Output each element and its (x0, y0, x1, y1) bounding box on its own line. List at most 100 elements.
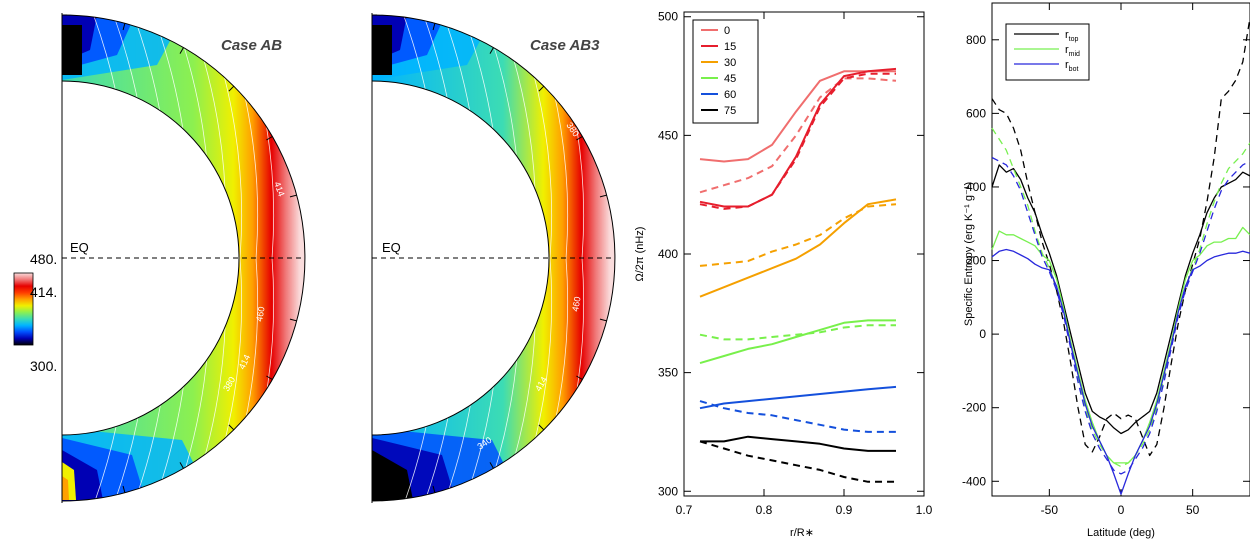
colorbar-mid-label: 414. (30, 284, 57, 300)
y-axis-label: Specific Entropy (erg K⁻¹ g⁻¹) (963, 182, 975, 326)
legend-label: 75 (724, 105, 736, 117)
equator-label-ab: EQ (70, 240, 89, 255)
x-tick-label: 0.8 (756, 503, 773, 517)
y-tick-label: 400 (658, 247, 678, 261)
legend-box (1005, 23, 1090, 81)
polar-core (62, 25, 82, 75)
shell-tick (179, 47, 184, 54)
series-line-15 (699, 67, 897, 208)
shell-tick (289, 194, 297, 198)
shell-case-ab (61, 13, 306, 503)
x-axis-label: r/R∗ (790, 527, 814, 539)
series-line-45 (699, 324, 896, 341)
series-line-75 (699, 440, 896, 483)
shell-tick (266, 136, 273, 141)
contour-label: 340 (208, 488, 225, 506)
shell-tick (266, 375, 273, 380)
series-line-0 (699, 70, 896, 163)
shell-inner-edge (371, 80, 550, 436)
y-tick-label: 300 (658, 484, 678, 498)
panel-specific-entropy: -50 0 50 -400 -200 0 200 400 600 800 rtoprmidrbot… (962, 2, 1250, 539)
y-tick-label: 800 (966, 33, 986, 47)
colorbar-min-label: 300. (30, 358, 57, 374)
x-tick-label: 1.0 (916, 503, 933, 517)
x-tick-label: 0.9 (836, 503, 853, 517)
series-line-30 (699, 203, 897, 267)
x-tick-label: 50 (1186, 503, 1200, 517)
series-lines (991, 17, 1250, 495)
y-tick-label: 200 (966, 254, 986, 268)
x-tick-label: -50 (1041, 503, 1059, 517)
contour-label: 414 (272, 180, 287, 198)
shell-tick (122, 23, 126, 31)
polar-core (372, 25, 392, 75)
series-lines (699, 67, 897, 483)
series-line-r_bot (991, 156, 1250, 475)
y-tick-label: 600 (966, 106, 986, 120)
series-line-60 (699, 400, 896, 433)
shell-tick (489, 47, 494, 54)
series-line-r_bot (991, 248, 1250, 495)
shell-tick (538, 424, 545, 431)
y-tick-label: -200 (962, 401, 986, 415)
shell-outer-edge (371, 14, 616, 502)
y-tick-label: 350 (658, 366, 678, 380)
series-line-r_top (991, 17, 1250, 457)
shell-fill-group (372, 15, 615, 501)
y-tick-label: 400 (966, 180, 986, 194)
series-line-r_mid (991, 226, 1250, 464)
shell-tick (489, 462, 494, 469)
shell-case-ab3 (371, 13, 616, 503)
x-axis-label: Latitude (deg) (1087, 527, 1155, 539)
shell-fill-group (62, 15, 305, 501)
case-ab3-title: Case AB3 (530, 37, 600, 54)
polar-band (62, 450, 107, 501)
shell-tick (179, 462, 184, 469)
shell-tick (599, 194, 607, 198)
shell-tick (432, 485, 436, 493)
contour-label: 460 (254, 306, 266, 323)
shell-tick (576, 136, 583, 141)
panel-case-ab: 480. 414. 300. EQ Case AB 340 380 414 46… (13, 13, 306, 506)
polar-hot (62, 476, 69, 500)
shell-tick (432, 23, 436, 31)
series-line-0 (699, 77, 897, 194)
legend-box (692, 19, 759, 124)
y-tick-label: -400 (962, 474, 986, 488)
series-line-r_mid (991, 127, 1250, 468)
legend: 0 15 30 45 60 75 (692, 19, 759, 124)
legend-label: 60 (724, 89, 736, 101)
legend-label: 15 (724, 41, 736, 53)
series-line-r_top (991, 164, 1250, 435)
shell-tick (122, 485, 126, 493)
case-ab-title: Case AB (221, 37, 282, 54)
contour-label: 380 (266, 80, 283, 98)
shell-tick (228, 85, 235, 92)
x-tick-label: 0.7 (676, 503, 693, 517)
axis-ticks: -50 0 50 -400 -200 0 200 400 600 800 (962, 3, 1250, 517)
colorbar (13, 272, 34, 346)
shell-tick (576, 375, 583, 380)
shell-tick (538, 85, 545, 92)
equator-label-ab3: EQ (382, 240, 401, 255)
panel-case-ab3: EQ Case AB3 380 460 414 340 (371, 13, 616, 503)
shell-tick (228, 424, 235, 431)
polar-core (372, 462, 402, 500)
series-line-45 (699, 319, 896, 365)
series-line-30 (699, 198, 897, 298)
series-line-75 (700, 435, 896, 452)
colorbar-max-label: 480. (30, 251, 57, 267)
y-tick-label: 500 (658, 10, 678, 24)
shell-tick (599, 318, 607, 322)
y-tick-label: 450 (658, 128, 678, 142)
y-tick-label: 0 (979, 327, 986, 341)
shell-tick (289, 318, 297, 322)
series-line-60 (699, 385, 897, 410)
legend-label: 30 (724, 57, 736, 69)
legend-label: 45 (724, 73, 736, 85)
x-tick-label: 0 (1118, 503, 1125, 517)
y-axis-label: Ω/2π (nHz) (634, 227, 646, 282)
